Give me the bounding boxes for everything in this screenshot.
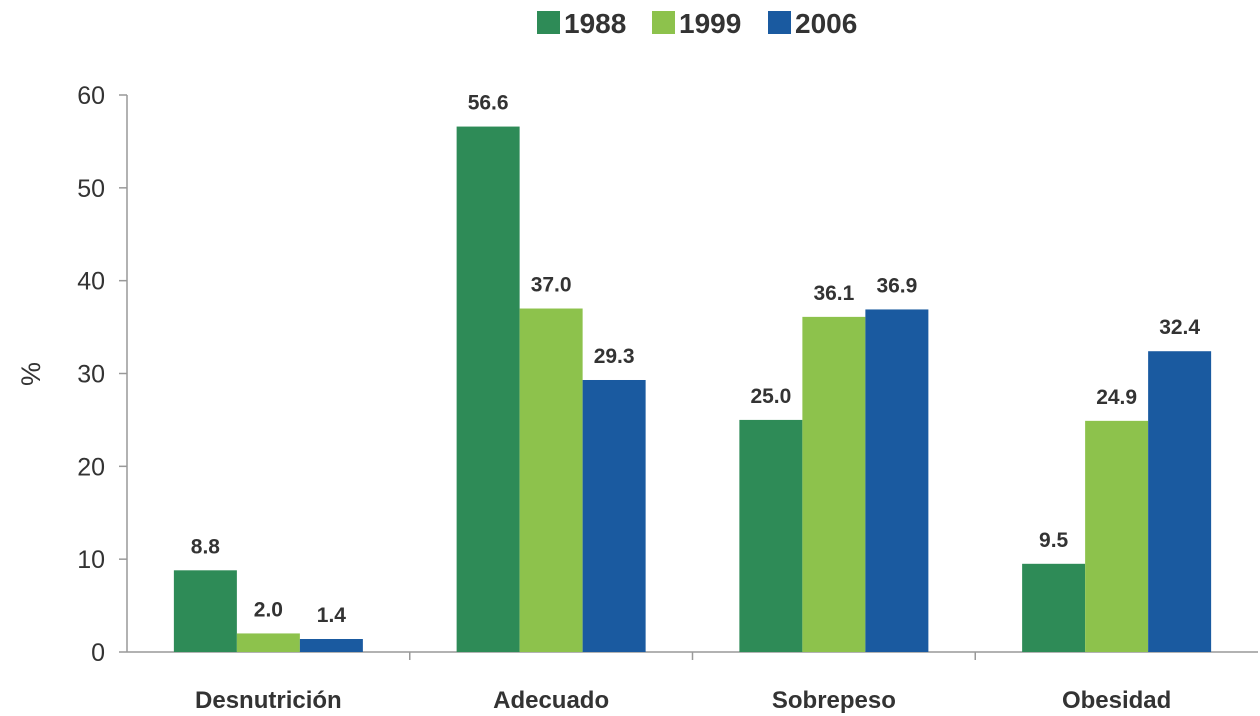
legend-label-2006: 2006 — [795, 8, 857, 39]
y-tick-label: 0 — [91, 639, 105, 667]
y-tick-label: 30 — [77, 361, 105, 389]
data-label: 29.3 — [594, 345, 635, 368]
y-tick-label: 20 — [77, 453, 105, 481]
data-label: 1.4 — [317, 604, 347, 627]
category-label: Desnutrición — [195, 687, 342, 714]
y-tick-label: 10 — [77, 546, 105, 574]
bar-2006-2 — [865, 309, 929, 652]
data-label: 56.6 — [468, 92, 509, 115]
data-label: 9.5 — [1039, 529, 1069, 552]
bar-1988-1 — [456, 126, 520, 652]
legend: 1988 1999 2006 — [537, 8, 857, 39]
data-label: 36.9 — [876, 274, 917, 297]
legend-label-1988: 1988 — [564, 8, 626, 39]
data-label: 2.0 — [254, 598, 283, 621]
data-label: 8.8 — [191, 535, 221, 558]
bar-1988-3 — [1022, 563, 1086, 652]
data-label: 37.0 — [531, 274, 572, 297]
data-label: 25.0 — [750, 385, 791, 408]
y-tick-label: 50 — [77, 175, 105, 203]
y-axis-title: % — [16, 362, 46, 386]
data-label: 24.9 — [1096, 386, 1137, 409]
bar-1999-3 — [1085, 420, 1149, 652]
category-label: Obesidad — [1062, 687, 1171, 714]
legend-label-1999: 1999 — [679, 8, 741, 39]
legend-swatch-1999 — [652, 11, 675, 34]
bar-1988-2 — [739, 419, 803, 652]
bar-1999-0 — [236, 633, 300, 652]
bar-2006-3 — [1148, 351, 1212, 652]
data-label: 32.4 — [1159, 316, 1200, 339]
category-label: Sobrepeso — [772, 687, 896, 714]
legend-swatch-1988 — [537, 11, 560, 34]
legend-swatch-2006 — [768, 11, 791, 34]
y-tick-label: 40 — [77, 268, 105, 296]
axes: 0 10 20 30 40 50 60 Desnutrición Adecuado Sobrepe… — [77, 82, 1258, 714]
y-tick-label: 60 — [77, 82, 105, 110]
bar-1999-2 — [802, 316, 866, 652]
bar-1988-0 — [173, 570, 237, 652]
category-label: Adecuado — [493, 687, 609, 714]
data-label: 36.1 — [813, 282, 854, 305]
bar-2006-1 — [582, 379, 646, 652]
bar-1999-1 — [519, 308, 583, 652]
bars: 8.8 2.0 1.4 56.6 37.0 29.3 25.0 36.1 36.9 9.5 24.9… — [173, 92, 1212, 652]
bar-2006-0 — [299, 639, 363, 652]
